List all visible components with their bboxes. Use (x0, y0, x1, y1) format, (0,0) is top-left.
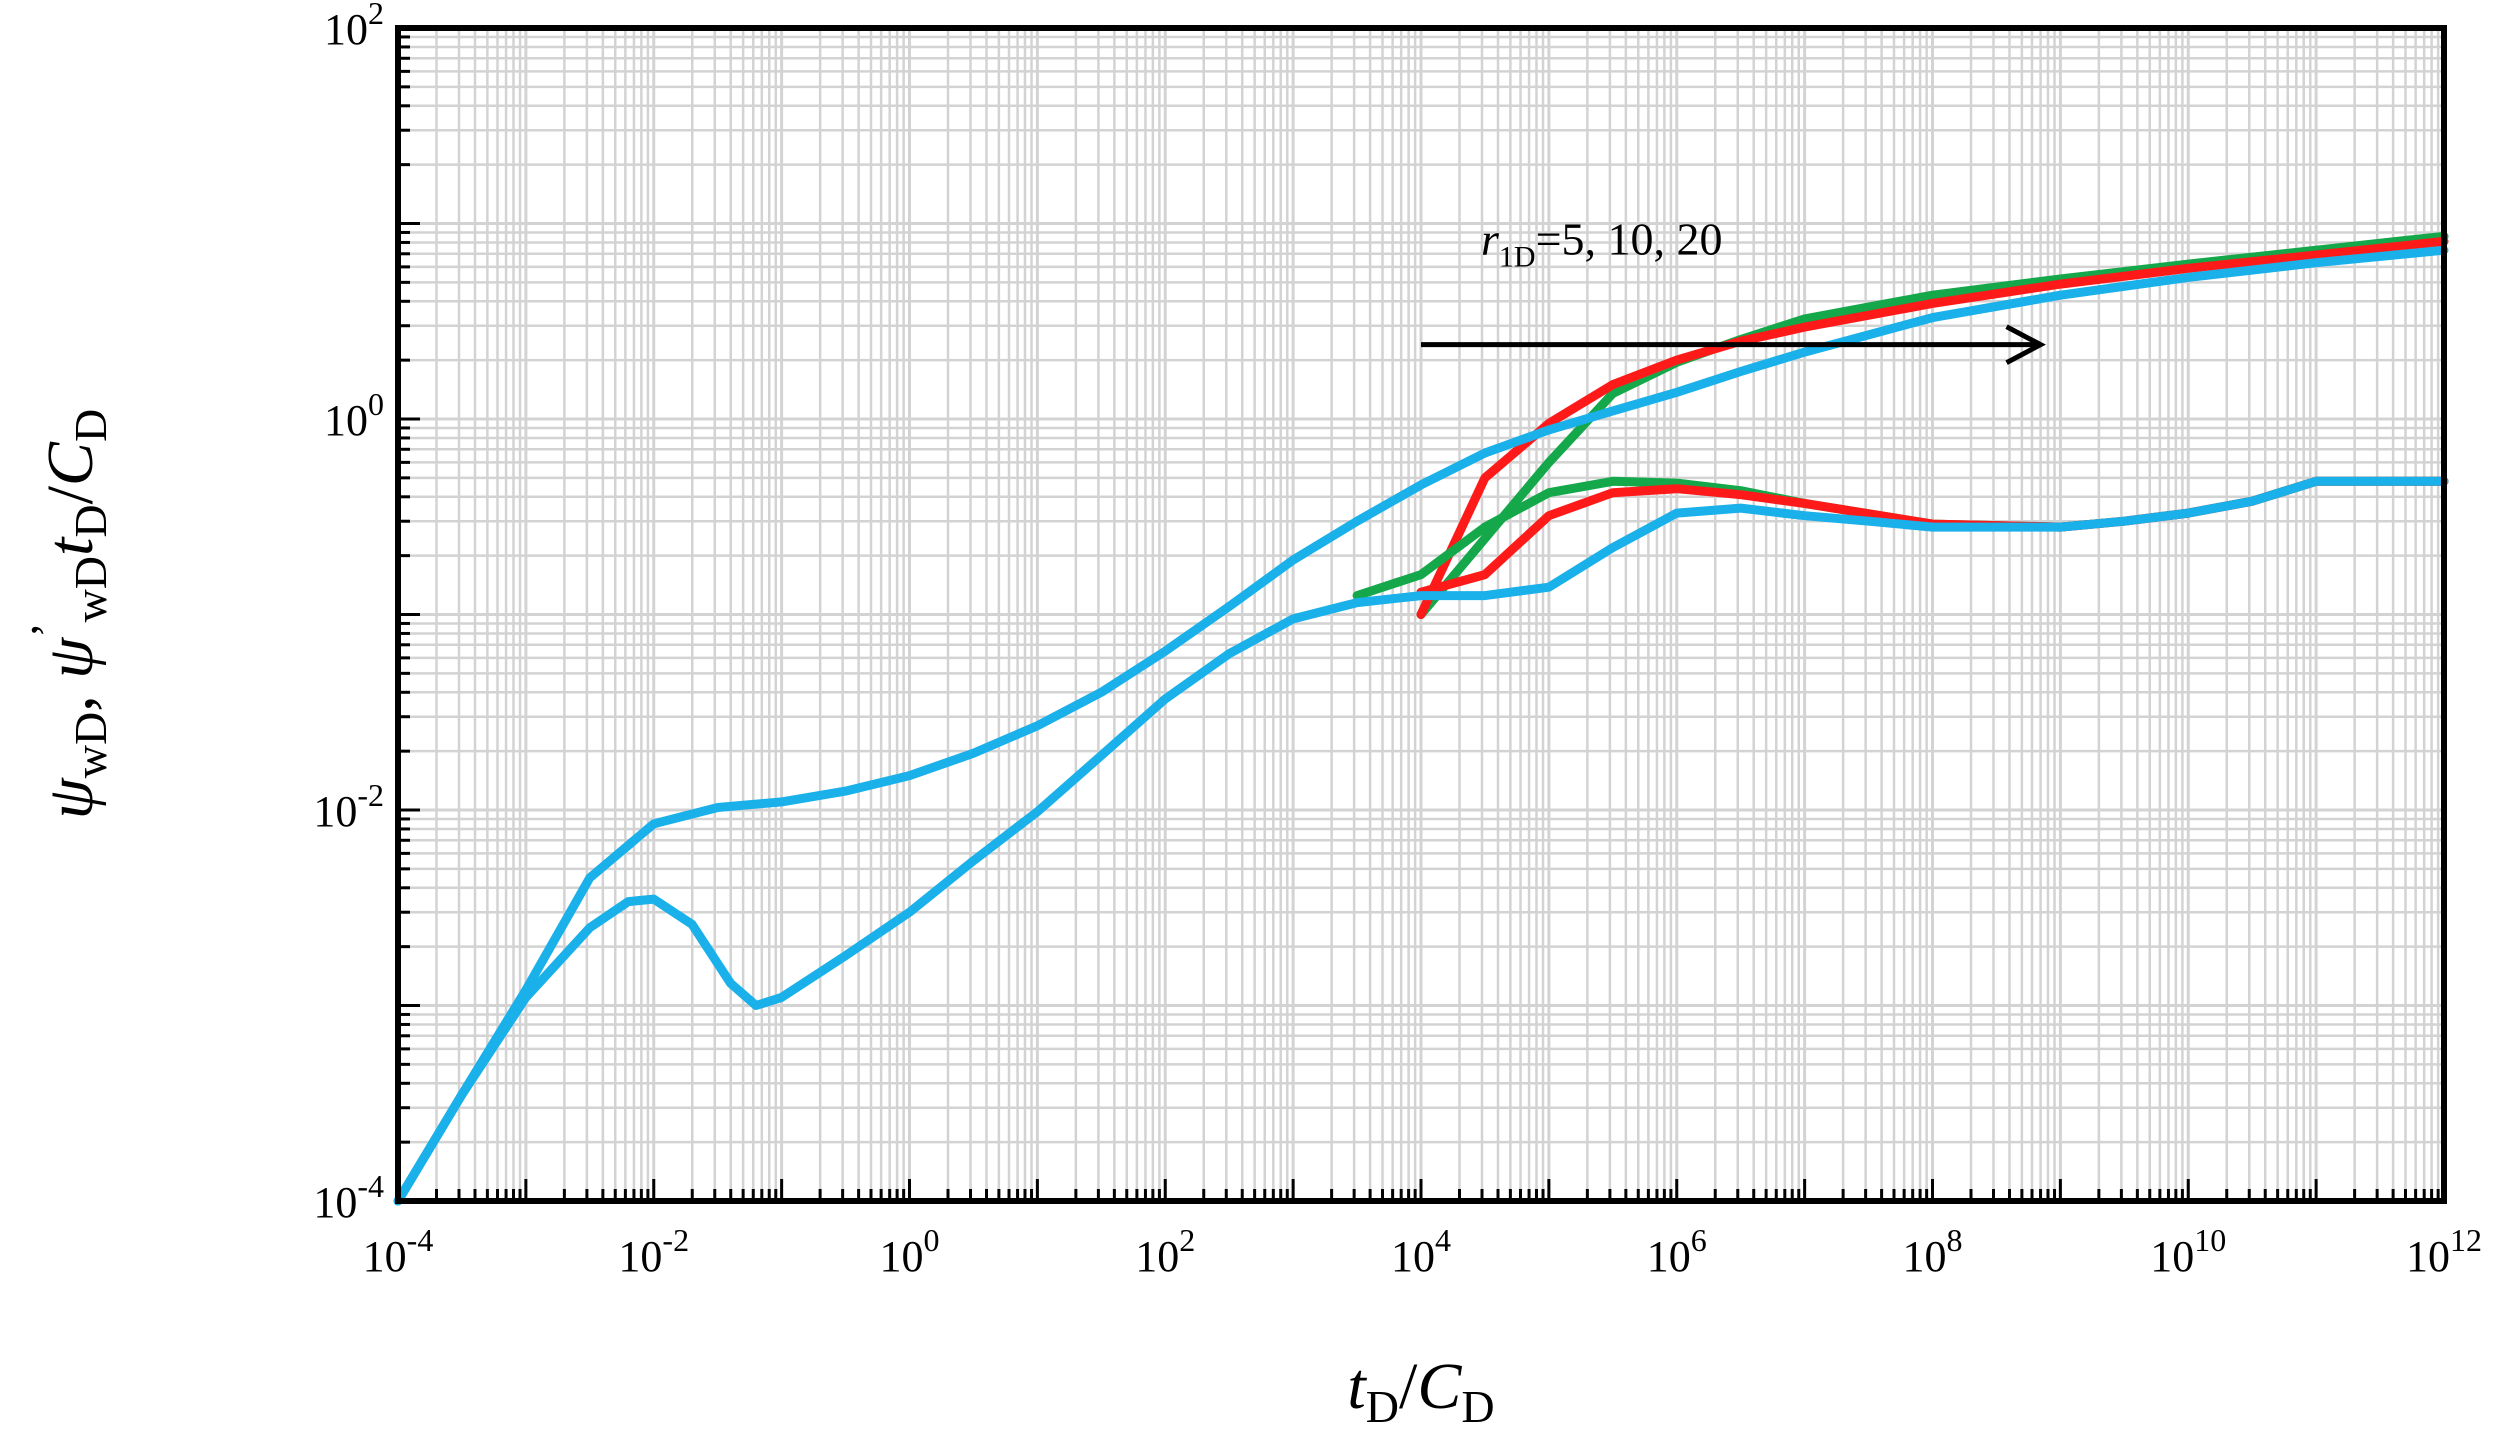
axis-ticks: 10-4 10-2 100 102 104 106 108 1010 1012 10-4 10-2 1… (313, 0, 2482, 1281)
x-tick-label: 1012 (2406, 1222, 2482, 1281)
x-axis-title: tD/CD (1347, 1350, 1494, 1432)
y-tick-label: 100 (324, 386, 384, 445)
y-tick-label: 10-4 (313, 1168, 384, 1227)
annotation-arrow-head (2005, 324, 2046, 365)
y-tick-label: 102 (324, 0, 384, 54)
series-line-pressure-r1d-20 (393, 245, 2449, 1206)
x-tick-label: 10-4 (363, 1222, 434, 1281)
x-tick-label: 104 (1391, 1222, 1451, 1281)
x-tick-label: 100 (880, 1222, 940, 1281)
x-tick-label: 102 (1135, 1222, 1195, 1281)
x-tick-label: 108 (1903, 1222, 1963, 1281)
annotation: r1D=5, 10, 20 (1421, 214, 2046, 365)
series-lines (393, 231, 2449, 1206)
x-tick-label: 1010 (2150, 1222, 2226, 1281)
grid-lines (396, 28, 2444, 1203)
y-tick-label: 10-2 (313, 777, 384, 836)
annotation-label: r1D=5, 10, 20 (1481, 214, 1723, 274)
y-axis-title: ψwD, ψ’wDtD/CD (21, 409, 116, 819)
x-tick-label: 106 (1647, 1222, 1707, 1281)
x-tick-label: 10-2 (618, 1222, 689, 1281)
series-line-derivative-r1d-20 (393, 476, 2449, 1206)
